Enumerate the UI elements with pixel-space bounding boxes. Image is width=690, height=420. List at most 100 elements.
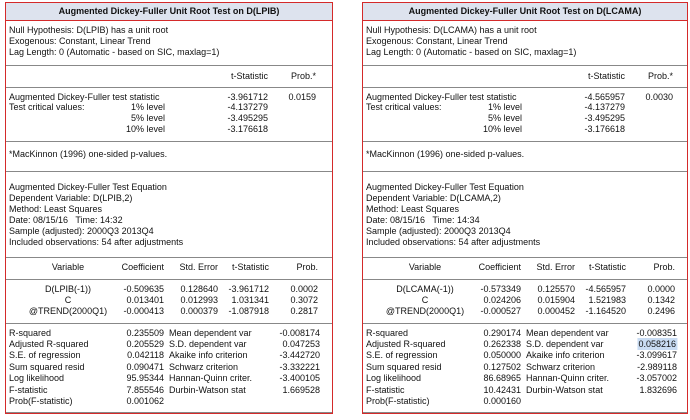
cell: 0.290174: [483, 328, 521, 338]
equation-line: Augmented Dickey-Fuller Test Equation: [9, 182, 167, 192]
output-panel: Augmented Dickey-Fuller Unit Root Test o…: [362, 2, 688, 414]
column-header: Coefficient: [478, 262, 521, 272]
equation-line: Sample (adjusted): 2000Q3 2013Q4: [9, 226, 154, 236]
cell: -3.400105: [279, 373, 320, 383]
cell: 0.047253: [282, 339, 320, 349]
equation-line: Dependent Variable: D(LPIB,2): [9, 193, 133, 203]
cell: Adjusted R-squared: [366, 339, 446, 349]
level-label: 1% level: [130, 102, 165, 112]
column-header: Variable: [408, 262, 442, 272]
cell: Mean dependent var: [169, 328, 252, 338]
cell: -3.961712: [227, 92, 268, 102]
cell: -3.495295: [227, 113, 268, 123]
cell: Prob(F-statistic): [366, 396, 430, 406]
cell: 0.125570: [537, 284, 575, 294]
cell: -0.008174: [279, 328, 320, 338]
column-header: Coefficient: [121, 262, 164, 272]
equation-line: Included observations: 54 after adjustme…: [366, 237, 541, 247]
note: *MacKinnon (1996) one-sided p-values.: [366, 149, 525, 159]
cell: 0.042118: [127, 350, 164, 360]
cell: 0.3072: [290, 295, 318, 305]
equation-line: Included observations: 54 after adjustme…: [9, 237, 184, 247]
cell: S.D. dependent var: [169, 339, 247, 349]
equation-line: Method: Least Squares: [366, 204, 460, 214]
separator: [6, 87, 332, 88]
header-line: Null Hypothesis: D(LPIB) has a unit root: [9, 25, 169, 35]
cell: D(LCAMA(-1)): [396, 284, 454, 294]
column-header: Variable: [51, 262, 85, 272]
column-header: t-Statistic: [231, 262, 269, 272]
cell: 1.832696: [639, 385, 677, 395]
cell: 86.68965: [483, 373, 521, 383]
cell: Adjusted R-squared: [9, 339, 89, 349]
cell: Sum squared resid: [9, 362, 85, 372]
cell: 0.0159: [288, 92, 316, 102]
cell: 0.262338: [483, 339, 521, 349]
row-label: Augmented Dickey-Fuller test statistic: [366, 92, 517, 102]
row-label: Test critical values:: [366, 102, 442, 112]
cell: S.E. of regression: [9, 350, 81, 360]
equation-line: Method: Least Squares: [9, 204, 103, 214]
cell: 0.024206: [483, 295, 521, 305]
separator: [363, 65, 687, 66]
cell: Schwarz criterion: [169, 362, 239, 372]
cell: -3.332221: [279, 362, 320, 372]
column-header: t-Statistic: [230, 71, 268, 81]
cell: R-squared: [366, 328, 409, 338]
equation-line: Date: 08/15/16 Time: 14:32: [9, 215, 123, 225]
cell: 0.050000: [483, 350, 521, 360]
column-header: Prob.: [296, 262, 318, 272]
separator: [6, 412, 332, 413]
cell: -0.000413: [123, 306, 164, 316]
cell: 1.521983: [588, 295, 626, 305]
equation-line: Dependent Variable: D(LCAMA,2): [366, 193, 501, 203]
separator: [363, 323, 687, 324]
equation-line: Date: 08/15/16 Time: 14:34: [366, 215, 480, 225]
cell: -4.565957: [584, 92, 625, 102]
cell: 0.015904: [537, 295, 575, 305]
cell: 0.013401: [126, 295, 164, 305]
separator: [6, 323, 332, 324]
cell: C: [64, 295, 72, 305]
cell: Akaike info criterion: [169, 350, 248, 360]
cell: -0.573349: [480, 284, 521, 294]
cell: Schwarz criterion: [526, 362, 596, 372]
output-panel: Augmented Dickey-Fuller Unit Root Test o…: [5, 2, 333, 414]
cell: 0.2496: [647, 306, 675, 316]
column-header: Prob.*: [290, 71, 316, 81]
separator: [363, 87, 687, 88]
cell: F-statistic: [366, 385, 405, 395]
panel-title: Augmented Dickey-Fuller Unit Root Test o…: [363, 3, 687, 21]
cell: 1.669528: [282, 385, 320, 395]
cell: -1.087918: [228, 306, 269, 316]
cell: 95.95344: [126, 373, 164, 383]
cell: -0.000527: [480, 306, 521, 316]
cell: 0.012993: [180, 295, 218, 305]
cell: 1.031341: [231, 295, 269, 305]
cell: -4.565957: [585, 284, 626, 294]
cell: 0.2817: [290, 306, 318, 316]
separator: [363, 412, 687, 413]
header-line: Null Hypothesis: D(LCAMA) has a unit roo…: [366, 25, 537, 35]
cell: 0.090471: [126, 362, 164, 372]
header-line: Lag Length: 0 (Automatic - based on SIC,…: [9, 47, 220, 57]
cell: 0.235509: [126, 328, 164, 338]
level-label: 10% level: [482, 124, 522, 134]
cell: -4.137279: [227, 102, 268, 112]
cell: Mean dependent var: [526, 328, 609, 338]
header-line: Exogenous: Constant, Linear Trend: [9, 36, 151, 46]
cell: F-statistic: [9, 385, 48, 395]
column-header: Prob.*: [647, 71, 673, 81]
separator: [6, 171, 332, 172]
cell: 0.128640: [180, 284, 218, 294]
cell: 0.0002: [290, 284, 318, 294]
separator: [6, 65, 332, 66]
cell: 7.855546: [126, 385, 164, 395]
level-label: 5% level: [487, 113, 522, 123]
row-label: Test critical values:: [9, 102, 85, 112]
column-header: Std. Error: [536, 262, 575, 272]
cell: D(LPIB(-1)): [44, 284, 92, 294]
cell: 0.127502: [483, 362, 521, 372]
cell: Log likelihood: [366, 373, 422, 383]
